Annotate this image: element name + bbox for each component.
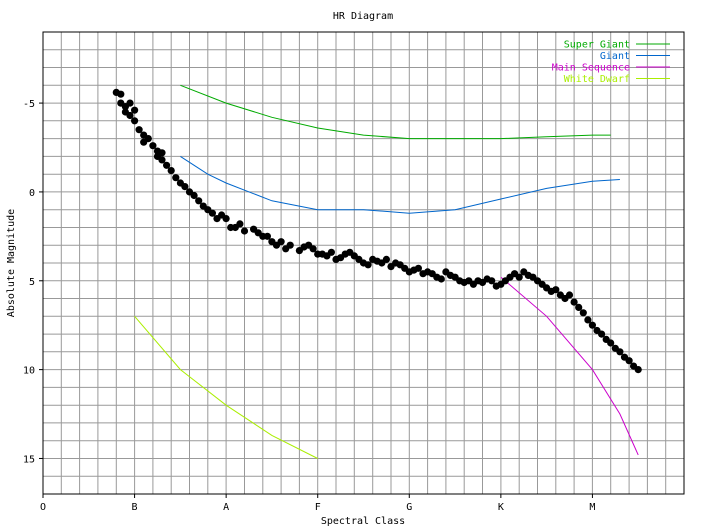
- star-point: [131, 106, 139, 114]
- star-point: [158, 149, 166, 157]
- plot-frame: [42, 31, 685, 495]
- star-point: [277, 238, 285, 246]
- series-line-giant: [180, 155, 620, 214]
- star-point: [126, 99, 134, 107]
- star-point: [149, 142, 157, 150]
- star-point: [634, 366, 642, 374]
- star-point: [565, 291, 574, 299]
- star-point: [309, 245, 317, 253]
- x-tick-label: O: [40, 502, 46, 513]
- star-point: [575, 303, 583, 311]
- star-point: [364, 261, 372, 269]
- star-point: [515, 273, 523, 281]
- x-tick-label: M: [589, 502, 595, 513]
- star-point: [588, 321, 597, 329]
- star-point: [126, 111, 134, 120]
- y-tick-label: 5: [29, 277, 35, 288]
- star-point: [135, 126, 143, 134]
- y-tick-label: 10: [23, 366, 35, 377]
- y-tick-label: -5: [23, 99, 35, 110]
- star-point: [437, 275, 445, 283]
- star-point: [236, 220, 244, 228]
- chart-title: HR Diagram: [333, 11, 393, 22]
- star-point: [158, 156, 166, 164]
- star-point: [167, 167, 175, 175]
- star-point: [117, 90, 125, 98]
- star-point: [172, 174, 180, 182]
- series-line-main-sequence: [500, 276, 639, 456]
- star-point: [607, 339, 615, 347]
- star-point: [327, 248, 335, 256]
- star-points: [112, 88, 642, 374]
- star-point: [240, 227, 249, 235]
- x-tick-label: F: [315, 502, 321, 513]
- star-point: [208, 209, 216, 217]
- star-point: [570, 298, 578, 306]
- star-point: [195, 197, 203, 205]
- star-point: [579, 309, 587, 317]
- y-tick-label: 15: [23, 454, 35, 465]
- star-point: [131, 117, 139, 125]
- star-point: [488, 277, 496, 285]
- x-tick-label: A: [223, 502, 229, 513]
- star-point: [414, 264, 422, 272]
- star-point: [584, 316, 592, 324]
- star-point: [222, 215, 230, 223]
- star-point: [286, 241, 294, 249]
- series-line-white-dwarf: [134, 315, 318, 459]
- legend-label: Giant: [600, 51, 630, 62]
- star-point: [144, 135, 152, 143]
- x-tick-label: G: [406, 502, 412, 513]
- star-point: [598, 330, 606, 338]
- star-point: [382, 255, 390, 263]
- star-point: [263, 232, 271, 240]
- x-axis-label: Spectral Class: [321, 516, 405, 527]
- star-point: [552, 286, 560, 294]
- y-tick-label: 0: [29, 188, 35, 199]
- series-line-super-giant: [180, 84, 611, 140]
- star-point: [190, 191, 198, 200]
- legend-label: Main Sequence: [552, 63, 630, 74]
- star-point: [616, 348, 624, 356]
- y-axis-label: Absolute Magnitude: [6, 209, 17, 317]
- legend-label: Super Giant: [564, 40, 630, 51]
- plot-series: [134, 84, 639, 459]
- star-point: [625, 357, 633, 365]
- legend-label: White Dwarf: [564, 74, 630, 85]
- star-point: [163, 161, 171, 169]
- axes: O B A F G K M -5 0 5 10 15: [23, 31, 685, 513]
- x-tick-label: B: [132, 502, 138, 513]
- x-tick-label: K: [498, 502, 504, 513]
- star-point: [181, 183, 189, 191]
